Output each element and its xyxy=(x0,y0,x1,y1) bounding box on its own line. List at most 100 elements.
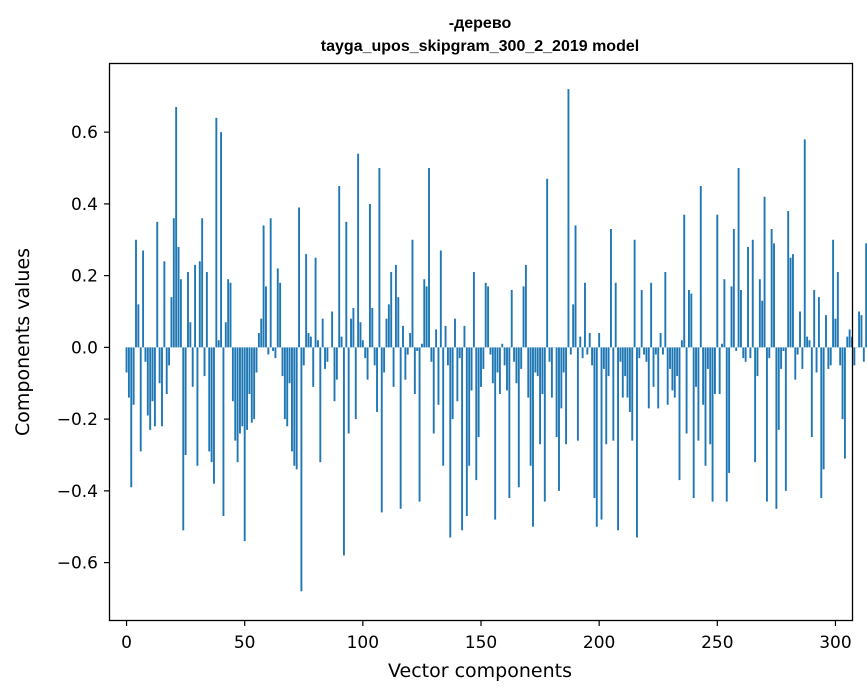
bar xyxy=(520,347,523,369)
bar xyxy=(763,196,766,348)
bar xyxy=(626,347,629,398)
x-axis-label: Vector components xyxy=(388,660,572,682)
bar xyxy=(302,347,305,366)
bar xyxy=(676,347,679,377)
y-tick-label: −0.6 xyxy=(57,554,98,574)
bar xyxy=(456,347,459,402)
bar xyxy=(439,250,442,348)
bar xyxy=(390,272,393,348)
bar xyxy=(312,347,315,387)
bar xyxy=(418,347,421,502)
bar xyxy=(765,347,768,502)
bar xyxy=(260,318,263,348)
bar xyxy=(839,347,842,366)
bar xyxy=(532,347,534,527)
bar xyxy=(773,243,775,348)
bar xyxy=(317,340,319,348)
bar xyxy=(787,211,790,348)
bar xyxy=(376,347,378,412)
bar xyxy=(711,347,714,502)
bar xyxy=(560,347,563,409)
bar xyxy=(203,347,206,377)
bar xyxy=(836,272,839,348)
bar xyxy=(714,347,716,395)
bar xyxy=(343,347,345,556)
bar xyxy=(730,286,733,348)
bar xyxy=(862,347,865,362)
bar xyxy=(300,347,303,592)
bar xyxy=(579,336,582,348)
bar xyxy=(286,347,289,427)
bar xyxy=(586,347,589,355)
bar xyxy=(437,347,440,405)
bar xyxy=(645,347,648,362)
bar xyxy=(539,347,542,445)
bar xyxy=(198,261,201,348)
bar xyxy=(659,333,662,348)
bar xyxy=(298,207,300,348)
bar xyxy=(496,347,499,373)
bar xyxy=(697,347,700,441)
bar xyxy=(220,132,223,348)
bar xyxy=(820,347,823,499)
bar xyxy=(158,347,161,384)
bar xyxy=(215,117,218,348)
bar xyxy=(758,279,761,348)
bar xyxy=(269,218,272,348)
bar xyxy=(161,347,163,427)
bar xyxy=(387,304,390,348)
bar xyxy=(241,347,244,427)
bar xyxy=(295,347,298,470)
bar xyxy=(588,333,591,348)
bar xyxy=(602,347,605,369)
bar xyxy=(368,203,371,348)
bar xyxy=(475,347,478,481)
bar xyxy=(201,218,204,348)
bar xyxy=(501,343,504,348)
x-tick-label: 300 xyxy=(819,633,851,653)
bar xyxy=(848,329,851,348)
bar xyxy=(503,347,506,366)
bar xyxy=(378,168,381,348)
bar xyxy=(614,282,617,348)
bar xyxy=(610,229,612,348)
bar xyxy=(170,297,173,348)
bar xyxy=(446,347,449,366)
y-tick-label: 0.2 xyxy=(71,267,98,287)
bar xyxy=(165,347,168,395)
bar xyxy=(664,272,667,348)
bar xyxy=(416,347,419,351)
bar xyxy=(817,297,820,348)
bar xyxy=(633,239,636,348)
bar xyxy=(567,89,570,348)
bar xyxy=(683,214,686,348)
bar xyxy=(524,264,527,348)
bar xyxy=(404,347,407,380)
bar xyxy=(484,282,487,348)
y-tick-label: −0.2 xyxy=(57,410,98,430)
bar xyxy=(470,347,473,391)
bar xyxy=(361,340,364,348)
bar xyxy=(305,254,308,348)
bar xyxy=(239,347,241,434)
bar xyxy=(477,347,480,438)
bar xyxy=(621,347,624,398)
bar xyxy=(654,347,657,355)
bar xyxy=(458,347,461,359)
x-axis-ticks: 0 50 100 150 200 250 300 xyxy=(121,620,852,653)
bar xyxy=(662,347,664,355)
bar xyxy=(222,347,225,516)
bar xyxy=(392,347,395,387)
bar xyxy=(314,257,317,348)
bar xyxy=(591,347,594,366)
bar xyxy=(179,279,182,348)
bar xyxy=(666,347,669,405)
bar xyxy=(380,347,383,513)
bar xyxy=(673,347,676,398)
bar xyxy=(281,347,284,377)
bar xyxy=(463,325,466,348)
bar xyxy=(617,347,619,531)
bar xyxy=(572,304,575,348)
bar xyxy=(125,347,128,373)
bar xyxy=(515,347,518,384)
